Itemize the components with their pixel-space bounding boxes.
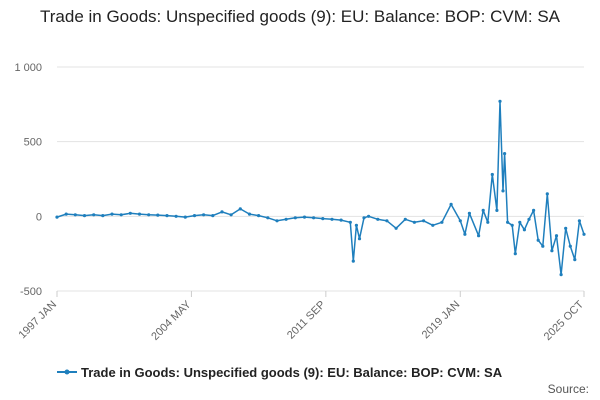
y-tick-label: 1 000 bbox=[14, 62, 42, 74]
data-point[interactable] bbox=[582, 232, 586, 236]
y-tick-label: 0 bbox=[36, 211, 42, 223]
data-point[interactable] bbox=[554, 234, 559, 238]
data-point[interactable] bbox=[247, 212, 252, 216]
data-point[interactable] bbox=[385, 219, 389, 223]
data-point[interactable] bbox=[506, 220, 510, 224]
data-point[interactable] bbox=[293, 216, 297, 220]
series-line bbox=[56, 100, 585, 276]
source-label: Source: bbox=[548, 382, 589, 396]
data-point[interactable] bbox=[119, 213, 123, 217]
data-point[interactable] bbox=[463, 232, 467, 236]
data-point[interactable] bbox=[545, 192, 549, 196]
grid-lines bbox=[57, 66, 584, 292]
data-point[interactable] bbox=[192, 214, 197, 218]
data-point[interactable] bbox=[82, 214, 87, 218]
y-tick-label: 500 bbox=[24, 137, 42, 149]
data-point[interactable] bbox=[412, 220, 416, 224]
y-tick-label: -500 bbox=[20, 286, 42, 298]
x-tick-label: 2019 JAN bbox=[420, 299, 463, 342]
data-point[interactable] bbox=[422, 219, 426, 223]
data-point[interactable] bbox=[564, 226, 568, 230]
data-point[interactable] bbox=[73, 213, 77, 217]
data-point[interactable] bbox=[137, 212, 142, 216]
data-point[interactable] bbox=[202, 213, 206, 217]
data-point[interactable] bbox=[477, 234, 481, 238]
data-point[interactable] bbox=[183, 215, 187, 219]
data-point[interactable] bbox=[490, 172, 494, 177]
data-point[interactable] bbox=[467, 211, 471, 215]
data-point[interactable] bbox=[559, 273, 563, 277]
data-point[interactable] bbox=[486, 220, 490, 224]
data-point[interactable] bbox=[367, 214, 371, 218]
data-point[interactable] bbox=[128, 211, 132, 215]
data-point[interactable] bbox=[156, 213, 160, 217]
data-point[interactable] bbox=[458, 219, 462, 223]
data-point[interactable] bbox=[532, 208, 536, 212]
data-point[interactable] bbox=[376, 217, 380, 221]
data-point[interactable] bbox=[431, 223, 435, 227]
data-point[interactable] bbox=[481, 208, 485, 212]
data-point[interactable] bbox=[266, 216, 270, 220]
chart-title: Trade in Goods: Unspecified goods (9): E… bbox=[40, 7, 560, 26]
data-point[interactable] bbox=[518, 220, 522, 224]
data-point[interactable] bbox=[495, 208, 499, 212]
y-axis-tick-labels: -500 0 500 1 000 bbox=[14, 62, 42, 298]
data-point[interactable] bbox=[357, 237, 362, 241]
data-point[interactable] bbox=[536, 238, 540, 242]
data-point[interactable] bbox=[550, 249, 554, 253]
series-layer bbox=[55, 99, 586, 277]
data-point[interactable] bbox=[64, 212, 68, 216]
data-point[interactable] bbox=[147, 213, 151, 217]
data-point[interactable] bbox=[165, 214, 169, 218]
data-point[interactable] bbox=[110, 212, 114, 216]
data-point[interactable] bbox=[211, 214, 215, 218]
data-point[interactable] bbox=[449, 202, 453, 206]
data-point[interactable] bbox=[577, 219, 582, 223]
data-point[interactable] bbox=[351, 259, 355, 263]
legend-marker-swatch bbox=[64, 369, 70, 375]
data-point[interactable] bbox=[55, 215, 59, 219]
data-point[interactable] bbox=[510, 223, 514, 227]
data-point[interactable] bbox=[302, 215, 307, 219]
data-point[interactable] bbox=[284, 217, 288, 221]
data-point[interactable] bbox=[220, 210, 224, 214]
data-point[interactable] bbox=[348, 220, 352, 224]
x-tick-label: 2004 MAY bbox=[149, 298, 194, 343]
data-point[interactable] bbox=[275, 219, 279, 223]
data-point[interactable] bbox=[394, 226, 398, 230]
data-point[interactable] bbox=[503, 152, 507, 156]
data-point[interactable] bbox=[501, 189, 505, 193]
data-point[interactable] bbox=[174, 214, 178, 218]
data-point[interactable] bbox=[257, 214, 261, 218]
data-point[interactable] bbox=[238, 207, 242, 211]
data-point[interactable] bbox=[92, 213, 96, 217]
x-tick-label: 1997 JAN bbox=[16, 299, 59, 342]
data-point[interactable] bbox=[312, 216, 316, 220]
legend-label: Trade in Goods: Unspecified goods (9): E… bbox=[81, 365, 503, 380]
x-axis-tick-labels: 1997 JAN 2004 MAY 2011 SEP 2019 JAN 2025 OCT bbox=[16, 291, 586, 343]
x-tick-label: 2011 SEP bbox=[285, 299, 328, 342]
data-point[interactable] bbox=[330, 217, 334, 221]
data-point[interactable] bbox=[568, 244, 572, 248]
data-point[interactable] bbox=[541, 244, 545, 248]
x-tick-label: 2025 OCT bbox=[542, 298, 587, 343]
data-point[interactable] bbox=[354, 223, 358, 227]
data-point[interactable] bbox=[403, 217, 407, 221]
data-point[interactable] bbox=[498, 99, 502, 103]
data-point[interactable] bbox=[101, 214, 105, 218]
data-point[interactable] bbox=[573, 258, 577, 262]
data-point[interactable] bbox=[440, 220, 444, 224]
data-point[interactable] bbox=[527, 217, 531, 221]
data-point[interactable] bbox=[362, 216, 366, 220]
data-point[interactable] bbox=[522, 228, 527, 232]
legend[interactable]: Trade in Goods: Unspecified goods (9): E… bbox=[57, 365, 503, 380]
data-point[interactable] bbox=[513, 252, 517, 256]
data-point[interactable] bbox=[229, 213, 233, 217]
data-point[interactable] bbox=[321, 217, 325, 221]
data-point[interactable] bbox=[339, 218, 343, 222]
